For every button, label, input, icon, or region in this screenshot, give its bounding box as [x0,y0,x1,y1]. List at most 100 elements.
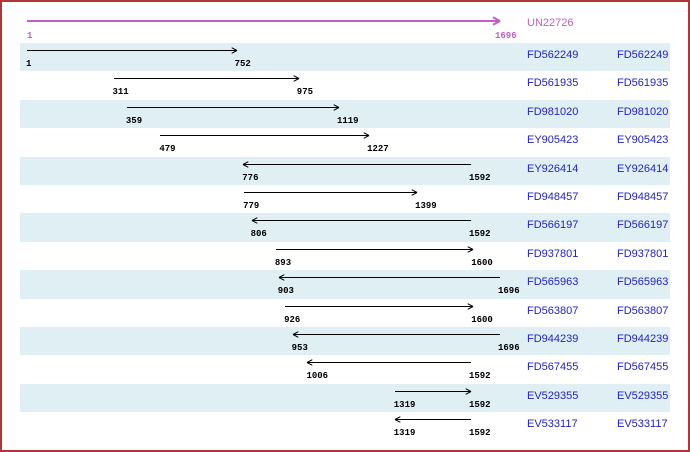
read-arrow-right[interactable] [275,246,474,253]
row-shading [20,327,670,356]
arrow-head-icon [492,20,501,26]
row-shading [20,383,670,413]
arrow-head-icon [467,305,474,310]
alignment-row: 779 1399 FD948457 FD948457 [2,185,688,213]
arrow-head-icon [467,248,474,253]
read-arrow-left[interactable] [292,331,500,338]
read-arrow-left[interactable] [307,359,471,367]
alignment-row: 1319 1592 EV533117 EV533117 [2,412,688,440]
consensus-arrow[interactable] [27,16,501,26]
accession-label[interactable]: FD937801 [527,247,579,260]
accession-label[interactable]: FD981020 [527,105,579,118]
alignment-row: 1 752 FD562249 FD562249 [2,43,688,72]
end-coordinate: 1227 [367,144,389,155]
end-coordinate: 1600 [471,314,493,325]
accession-label-secondary[interactable]: FD563807 [617,304,669,317]
start-coordinate: 953 [291,343,308,353]
accession-label-secondary[interactable]: FD981020 [617,105,669,118]
accession-label-secondary[interactable]: FD562249 [617,49,669,61]
start-coordinate: 806 [250,229,267,240]
start-coordinate: 1319 [393,399,416,410]
end-coordinate: 752 [234,59,251,69]
accession-label-secondary[interactable]: FD565963 [617,276,669,289]
read-arrow-right[interactable] [113,75,300,83]
accession-label[interactable]: FD563807 [527,304,579,317]
alignment-row: 311 975 FD561935 FD561935 [2,71,688,99]
row-shading [20,99,670,129]
consensus-end-coordinate: 1696 [495,31,517,41]
start-coordinate: 893 [274,257,292,268]
row-shading [20,213,670,242]
accession-label-secondary[interactable]: FD566197 [617,219,669,232]
accession-label[interactable]: FD565963 [527,276,579,289]
read-arrow-right[interactable] [160,132,370,139]
accession-label[interactable]: EV533117 [527,418,578,431]
read-arrow-right[interactable] [27,47,237,54]
arrow-head-icon [307,362,313,367]
accession-label-secondary[interactable]: FD561935 [617,77,669,90]
alignment-row: 359 1119 FD981020 FD981020 [2,99,688,129]
read-arrow-right[interactable] [394,388,472,395]
end-coordinate: 1119 [336,115,359,126]
alignment-row: 479 1227 EY905423 EY905423 [2,128,688,156]
end-coordinate: 1592 [468,172,491,183]
accession-label[interactable]: FD566197 [527,219,579,232]
read-arrow-right[interactable] [244,189,418,196]
end-coordinate: 1696 [498,286,520,297]
end-coordinate: 975 [296,87,313,98]
alignment-row: 953 1696 FD944239 FD944239 [2,327,688,356]
start-coordinate: 903 [277,286,294,297]
end-coordinate: 1592 [468,399,491,410]
accession-label-secondary[interactable]: EV533117 [617,418,668,431]
start-coordinate: 926 [284,314,301,325]
start-coordinate: 479 [159,144,176,155]
alignment-row: 1319 1592 EV529355 EV529355 [2,383,688,413]
end-coordinate: 1399 [415,201,437,211]
row-shading [20,43,670,72]
start-coordinate: 1006 [306,371,329,382]
alignment-row: 926 1600 FD563807 FD563807 [2,299,688,327]
arrow-head-icon [293,78,300,83]
read-arrow-right[interactable] [126,104,340,111]
start-coordinate: 1 [26,59,32,69]
accession-label-secondary[interactable]: FD567455 [617,361,669,374]
alignment-row: 806 1592 FD566197 FD566197 [2,213,688,242]
accession-label-secondary[interactable]: FD948457 [617,191,669,203]
read-arrow-left[interactable] [243,160,471,168]
start-coordinate: 776 [242,172,259,183]
read-arrow-left[interactable] [278,274,500,281]
accession-label[interactable]: EY905423 [527,134,579,147]
accession-label[interactable]: EY926414 [527,162,579,175]
start-coordinate: 779 [243,201,260,211]
end-coordinate: 1592 [468,229,491,240]
end-coordinate: 1592 [468,428,491,439]
alignment-row: 903 1696 FD565963 FD565963 [2,270,688,299]
accession-label[interactable]: FD944239 [527,333,579,345]
consensus-label: UN22726 [527,17,574,29]
accession-label-secondary[interactable]: FD937801 [617,247,669,260]
accession-label[interactable]: FD561935 [527,77,579,90]
read-arrow-left[interactable] [394,416,471,423]
accession-label[interactable]: EV529355 [527,389,579,402]
accession-label[interactable]: FD948457 [527,191,579,203]
read-arrow-right[interactable] [285,302,474,310]
accession-label[interactable]: FD562249 [527,49,579,61]
row-shading [20,270,670,299]
end-coordinate: 1600 [471,257,493,268]
read-arrow-left[interactable] [251,217,471,225]
alignment-row: 776 1592 EY926414 EY926414 [2,156,688,185]
accession-label-secondary[interactable]: EV529355 [617,389,669,402]
start-coordinate: 1319 [393,428,416,439]
row-shading [20,156,670,185]
accession-label-secondary[interactable]: EY926414 [617,162,669,175]
start-coordinate: 311 [112,87,129,98]
start-coordinate: 359 [125,115,143,126]
alignment-row: 893 1600 FD937801 FD937801 [2,242,688,270]
arrow-head-icon [411,192,418,196]
accession-label[interactable]: FD567455 [527,361,579,374]
consensus-start-coordinate: 1 [27,31,33,41]
accession-label-secondary[interactable]: EY905423 [617,134,669,147]
accession-label-secondary[interactable]: FD944239 [617,333,669,345]
end-coordinate: 1592 [468,371,491,382]
